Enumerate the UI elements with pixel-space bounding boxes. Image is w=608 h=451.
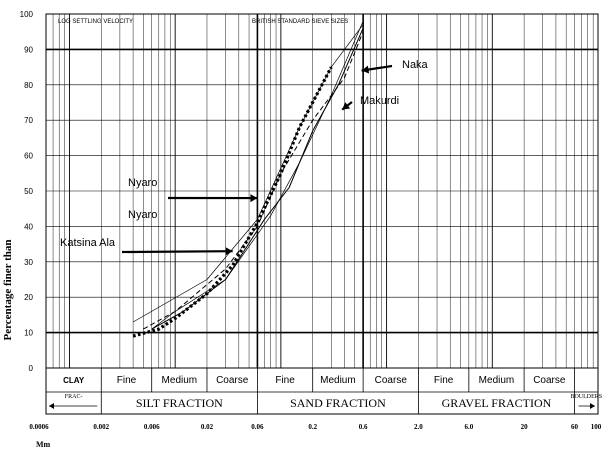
subdivision-label: Coarse xyxy=(216,375,249,386)
y-tick-label: 0 xyxy=(29,364,34,373)
y-tick-label: 90 xyxy=(24,45,33,54)
subdivision-label: CLAY xyxy=(63,376,85,385)
annotation-arrow xyxy=(121,250,233,254)
subdivision-label: Coarse xyxy=(533,375,566,386)
subdivision-label: Fine xyxy=(275,375,295,386)
y-tick-label: 10 xyxy=(24,329,33,338)
y-tick-label: 60 xyxy=(24,152,33,161)
y-tick-label: 80 xyxy=(24,81,33,90)
subdivision-label: Coarse xyxy=(375,375,408,386)
x-tick-label: 0.02 xyxy=(201,423,214,431)
y-tick-label: 40 xyxy=(24,222,33,231)
subdivision-label: Medium xyxy=(320,375,356,386)
x-tick-label: 60 xyxy=(571,423,579,431)
fraction-label: FRAC- xyxy=(65,394,83,400)
y-tick-label: 30 xyxy=(24,258,33,267)
top-label-left: LOG SETTLING VELOCITY xyxy=(58,19,133,25)
x-tick-label: 20 xyxy=(521,423,529,431)
annotation-label: Nyaro xyxy=(128,177,157,189)
series-line-2 xyxy=(143,31,364,330)
y-tick-label: 70 xyxy=(24,116,33,125)
subdivision-label: Medium xyxy=(162,375,198,386)
y-tick-label: 50 xyxy=(24,187,33,196)
x-tick-label: 0.6 xyxy=(359,423,368,431)
fraction-label: GRAVEL FRACTION xyxy=(442,396,552,410)
annotations-group: Naka Makurdi Nyaro Nyaro Katsina Ala xyxy=(60,59,429,256)
series-line-5 xyxy=(132,66,333,338)
fraction-arrowhead xyxy=(49,403,54,409)
subdivision-label: Fine xyxy=(434,375,454,386)
series-group xyxy=(132,20,364,338)
y-tick-label: 20 xyxy=(24,293,33,302)
annotation-arrowhead xyxy=(225,247,233,256)
fraction-table: CLAY Fine Medium Coarse Fine Medium Coarse Fine… xyxy=(45,367,602,415)
annotation-arrowhead xyxy=(250,194,258,203)
top-label-right: BRITISH STANDARD SIEVE SIZES xyxy=(252,19,348,25)
x-tick-label: 0.06 xyxy=(251,423,264,431)
annotation-label: Makurdi xyxy=(360,95,399,107)
x-tick-label: 0.006 xyxy=(144,423,160,431)
series-line-1 xyxy=(132,24,364,323)
grid xyxy=(45,13,599,369)
annotation-arrowhead xyxy=(361,65,370,74)
x-tick-label: 0.002 xyxy=(93,423,109,431)
fraction-label: BOULDERS xyxy=(570,394,602,400)
table-frame xyxy=(45,367,599,415)
annotation-label: Naka xyxy=(402,59,429,71)
x-axis-unit: Mm xyxy=(36,440,51,449)
ticks-group: 0 10 20 30 40 50 60 70 80 90 100 0.0006 0.002 0.006 0.… xyxy=(20,10,602,431)
x-tick-label: 100 xyxy=(591,423,602,431)
x-tick-label: 0.0006 xyxy=(29,423,49,431)
subdivision-label: Fine xyxy=(117,375,137,386)
x-tick-label: 6.0 xyxy=(464,423,473,431)
fraction-label: SAND FRACTION xyxy=(290,396,386,410)
annotation-label: Nyaro xyxy=(128,209,157,221)
series-line-4 xyxy=(151,20,364,330)
x-tick-label: 0.2 xyxy=(308,423,317,431)
subdivision-label: Medium xyxy=(479,375,515,386)
y-tick-label: 100 xyxy=(20,10,34,19)
fraction-label: SILT FRACTION xyxy=(136,396,223,410)
y-axis-label: Percentage finer than xyxy=(2,239,14,340)
fraction-arrowhead xyxy=(590,403,595,409)
annotation-arrowhead xyxy=(342,102,351,110)
annotation-label: Katsina Ala xyxy=(60,237,116,249)
x-tick-label: 2.0 xyxy=(414,423,423,431)
